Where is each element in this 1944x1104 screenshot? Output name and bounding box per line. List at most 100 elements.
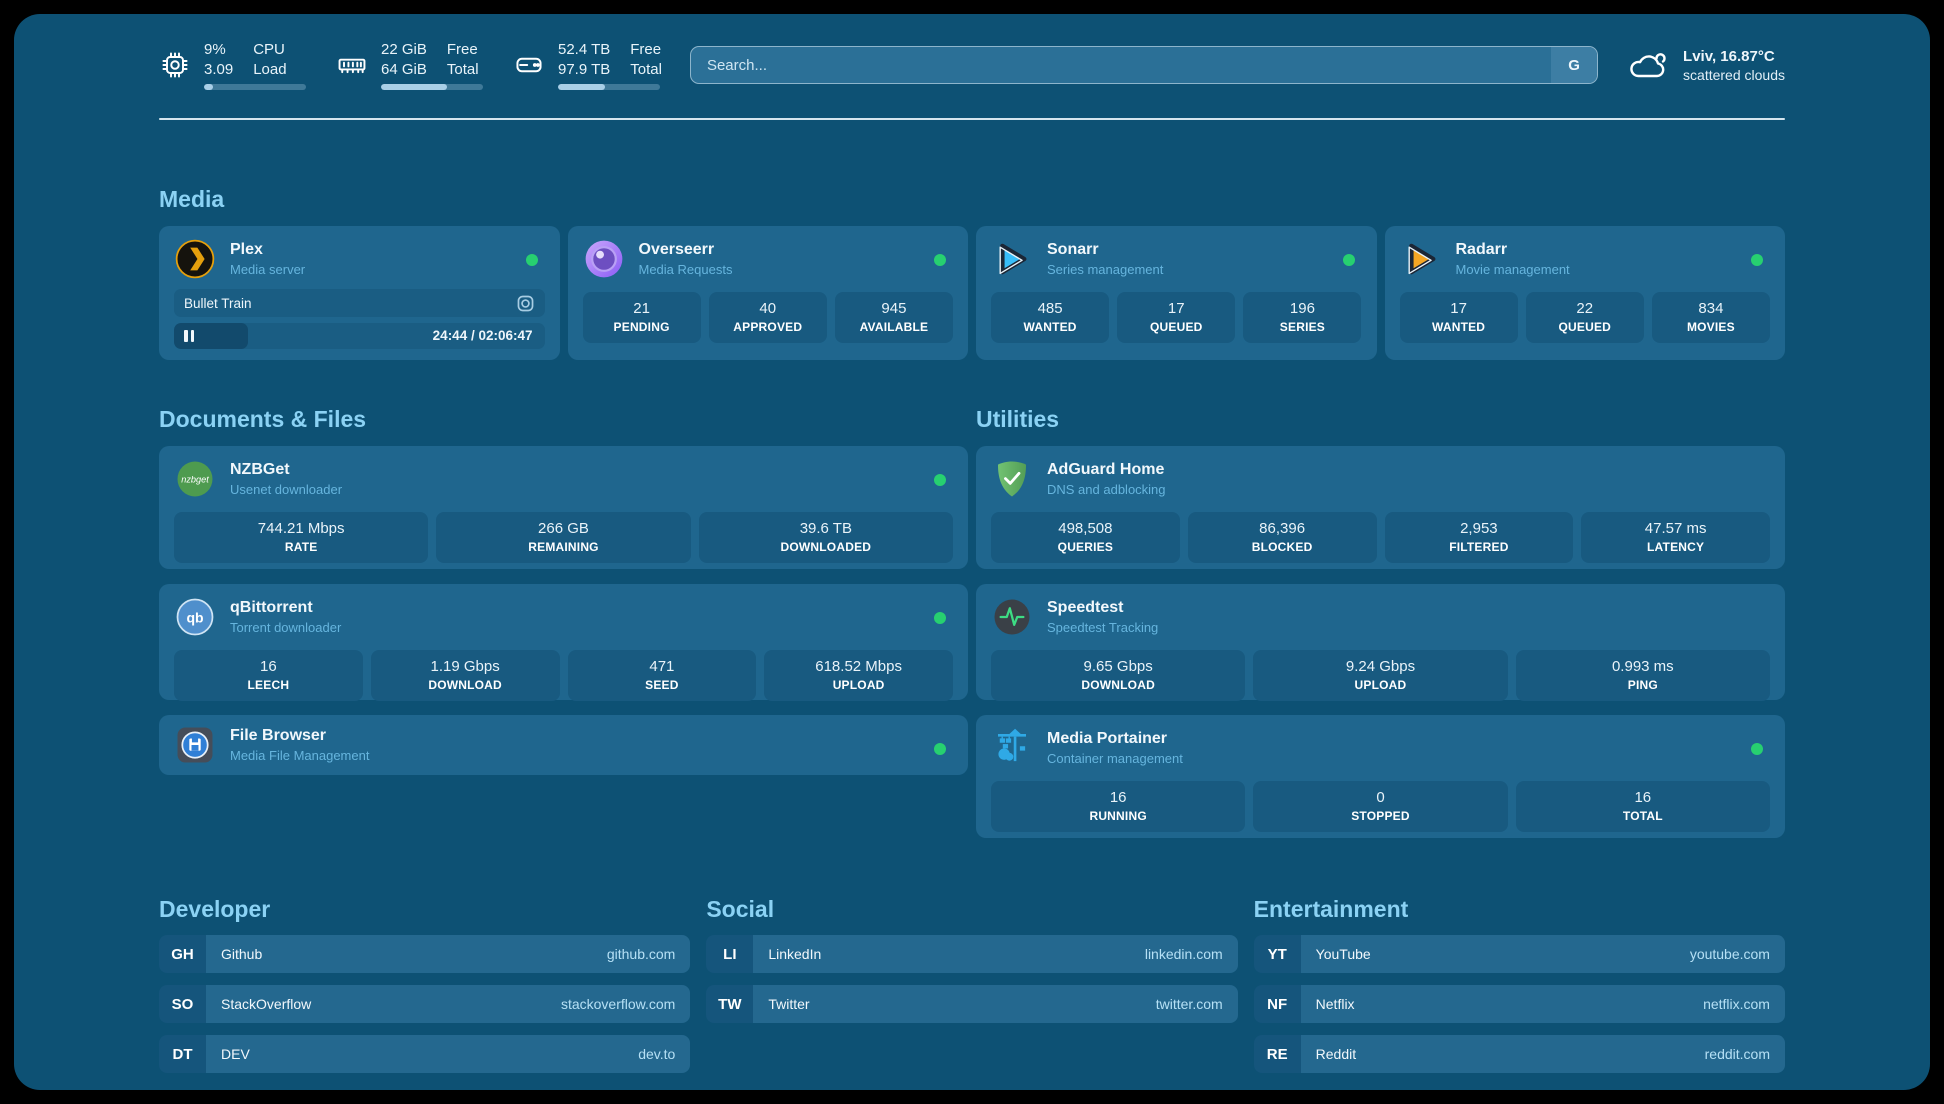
app-subtitle: Series management [1047, 262, 1164, 277]
social-section: Social LI LinkedIn linkedin.com TW Twitte… [706, 896, 1238, 1073]
link-dev[interactable]: DT DEV dev.to [159, 1035, 691, 1073]
app-card-sonarr[interactable]: Sonarr Series management 485 WANTED 17 QUE… [976, 226, 1377, 360]
now-playing-settings-icon[interactable] [516, 294, 535, 313]
search-input[interactable] [690, 47, 1552, 83]
section-title-utilities: Utilities [976, 406, 1060, 432]
link-abbr: GH [159, 935, 206, 973]
search-engine-button[interactable]: G [1551, 47, 1598, 83]
sonarr-icon [991, 238, 1033, 280]
weather-widget: Lviv, 16.87°C scattered clouds [1626, 47, 1785, 83]
playback-progress-bar[interactable]: 24:44 / 02:06:47 [174, 323, 545, 349]
storage-total-value: 97.9 TB [558, 60, 611, 78]
utilities-column: Utilities AdGuard Home DNS and adblockin… [976, 406, 1785, 838]
stat-upload: 9.24 Gbps UPLOAD [1253, 650, 1508, 701]
app-card-speedtest[interactable]: Speedtest Speedtest Tracking 9.65 Gbps DO… [976, 584, 1785, 701]
link-github[interactable]: GH Github github.com [159, 935, 691, 973]
top-bar: 9% 3.09 CPU Load 22 GiB 64 GiB Free Total [159, 36, 1785, 94]
link-twitter[interactable]: TW Twitter twitter.com [706, 985, 1238, 1023]
status-online-dot [934, 612, 946, 624]
storage-stat: 52.4 TB 97.9 TB Free Total [513, 40, 662, 90]
status-online-dot [525, 254, 538, 266]
app-title: Radarr [1455, 241, 1508, 258]
cpu-label: CPU [253, 41, 285, 58]
entertainment-section: Entertainment YT YouTube youtube.com NF N… [1253, 896, 1785, 1073]
stat-total: 16 TOTAL [1515, 781, 1770, 832]
link-domain: linkedin.com [1144, 946, 1223, 962]
media-card-row: Plex Media server Bullet Train 24:44 / 0… [159, 226, 1785, 360]
app-card-radarr[interactable]: Radarr Movie management 17 WANTED 22 QUEUE… [1384, 226, 1785, 360]
link-reddit[interactable]: RE Reddit reddit.com [1253, 1035, 1785, 1073]
stat-stopped: 0 STOPPED [1253, 781, 1508, 832]
stat-available: 945 AVAILABLE [834, 292, 953, 343]
link-domain: github.com [606, 946, 676, 962]
app-subtitle: Media File Management [230, 748, 370, 763]
stat-approved: 40 APPROVED [708, 292, 827, 343]
app-subtitle: DNS and adblocking [1047, 482, 1166, 497]
link-name: Netflix [1315, 996, 1355, 1012]
link-abbr: NF [1253, 985, 1301, 1023]
link-domain: twitter.com [1155, 996, 1223, 1012]
cloud-icon [1630, 53, 1666, 78]
link-abbr: LI [706, 935, 754, 973]
link-linkedin[interactable]: LI LinkedIn linkedin.com [706, 935, 1238, 973]
status-online-dot [934, 254, 946, 266]
app-card-portainer[interactable]: Media Portainer Container management 16 R… [976, 715, 1785, 838]
app-card-filebrowser[interactable]: File Browser Media File Management [159, 715, 968, 775]
link-name: Github [221, 946, 263, 962]
stat-series: 196 SERIES [1243, 292, 1362, 343]
app-subtitle: Speedtest Tracking [1047, 620, 1159, 635]
stat-downloaded: 39.6 TB DOWNLOADED [698, 512, 953, 563]
app-title: qBittorrent [230, 599, 313, 616]
plex-icon [174, 238, 216, 280]
speedtest-icon [991, 596, 1033, 638]
memory-progress-bar [381, 84, 483, 90]
now-playing-title: Bullet Train [184, 295, 252, 311]
app-title: Plex [230, 241, 263, 258]
link-name: Twitter [768, 996, 810, 1012]
app-card-adguard[interactable]: AdGuard Home DNS and adblocking 498,508 Q… [976, 446, 1785, 569]
stat-queries: 498,508 QUERIES [991, 512, 1180, 563]
stat-upload: 618.52 Mbps UPLOAD [764, 650, 953, 701]
link-name: LinkedIn [768, 946, 822, 962]
stat-queued: 22 QUEUED [1525, 292, 1644, 343]
stat-movies: 834 MOVIES [1651, 292, 1770, 343]
app-title: Sonarr [1047, 241, 1099, 258]
link-name: DEV [221, 1046, 250, 1062]
section-title-documents: Documents & Files [159, 406, 367, 432]
stat-wanted: 485 WANTED [991, 292, 1110, 343]
radarr-icon [1400, 238, 1442, 280]
system-stats: 9% 3.09 CPU Load 22 GiB 64 GiB Free Total [159, 40, 662, 90]
app-card-nzbget[interactable]: nzbget NZBGet Usenet downloader 744.21 M… [159, 446, 968, 569]
memory-total-label: Total [446, 60, 479, 78]
app-subtitle: Media server [230, 262, 306, 277]
cpu-load-label: Load [253, 60, 287, 78]
link-youtube[interactable]: YT YouTube youtube.com [1253, 935, 1785, 973]
stat-pending: 21 PENDING [582, 292, 701, 343]
developer-section: Developer GH Github github.com SO StackOv… [159, 896, 691, 1073]
link-stackoverflow[interactable]: SO StackOverflow stackoverflow.com [159, 985, 691, 1023]
link-abbr: SO [159, 985, 206, 1023]
stat-leech: 16 LEECH [174, 650, 363, 701]
app-subtitle: Torrent downloader [230, 620, 342, 635]
stat-blocked: 86,396 BLOCKED [1187, 512, 1377, 563]
app-card-plex[interactable]: Plex Media server Bullet Train 24:44 / 0… [159, 226, 560, 360]
section-title-media: Media [159, 186, 225, 212]
svg-text:qb: qb [186, 609, 203, 625]
stat-running: 16 RUNNING [991, 781, 1246, 832]
stat-wanted: 17 WANTED [1399, 292, 1518, 343]
storage-progress-bar [558, 84, 660, 90]
filebrowser-icon [174, 724, 216, 766]
now-playing-row: Bullet Train [174, 289, 545, 317]
overseerr-icon [583, 238, 625, 280]
pause-button[interactable] [184, 330, 194, 342]
link-domain: stackoverflow.com [560, 996, 676, 1012]
weather-location-temp: Lviv, 16.87°C [1683, 47, 1775, 65]
link-netflix[interactable]: NF Netflix netflix.com [1253, 985, 1785, 1023]
app-subtitle: Media Requests [638, 262, 733, 277]
app-card-qbittorrent[interactable]: qb qBittorrent Torrent downloader 16 LEEC… [159, 584, 968, 701]
app-card-overseerr[interactable]: Overseerr Media Requests 21 PENDING 40 APP… [567, 226, 968, 360]
stat-remaining: 266 GB REMAINING [436, 512, 691, 563]
link-domain: reddit.com [1704, 1046, 1770, 1062]
link-domain: netflix.com [1703, 996, 1770, 1012]
stat-download: 9.65 Gbps DOWNLOAD [991, 650, 1246, 701]
